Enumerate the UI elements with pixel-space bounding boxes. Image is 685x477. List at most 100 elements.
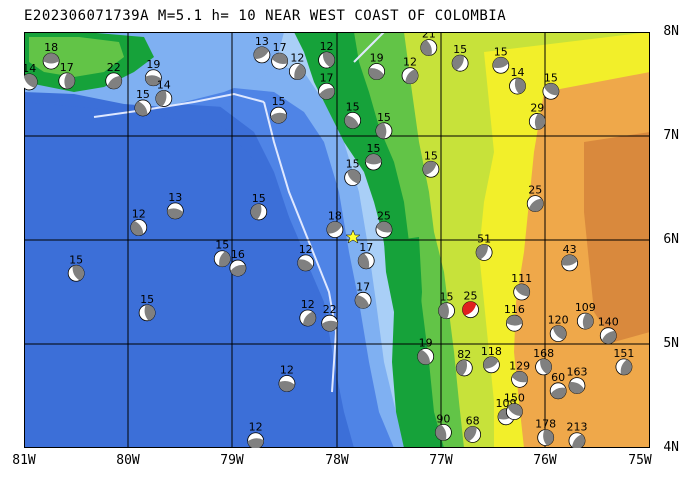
beachball-compression [620,359,632,375]
depth-label: 15 [440,291,454,304]
depth-label: 15 [377,111,391,124]
beachball-compression [420,40,432,56]
depth-label: 15 [252,192,266,205]
lon-label: 80W [116,453,140,468]
beachball-compression [464,426,477,442]
beachball: 150 [504,392,525,421]
beachball-compression [24,73,38,88]
beachball: 111 [511,272,532,301]
beachball-compression [376,221,392,233]
depth-label: 15 [215,239,229,252]
lon-label: 81W [12,453,36,468]
beachball-compression [544,83,559,96]
beachball-compression [375,122,387,139]
beachball: 12 [288,52,306,80]
beachball: 15 [344,158,362,187]
beachball-compression [552,325,567,340]
beachball-compression [253,46,269,60]
depth-label: 111 [511,272,532,285]
ridge-line [353,32,385,63]
beachball: 15 [67,253,85,282]
beachball: 15 [250,192,268,221]
beachball: 25 [462,290,479,319]
depth-label: 15 [69,253,83,266]
beachball: 118 [481,345,502,374]
depth-label: 29 [530,101,544,114]
beachball-compression [358,253,370,269]
lon-label: 78W [325,453,349,468]
beachball: 15 [422,149,440,178]
depth-label: 15 [346,100,360,113]
depth-label: 43 [563,243,577,256]
beachball-compression [294,64,306,80]
beachball-compression [568,382,585,394]
beachball: 168 [533,347,554,376]
depth-label: 15 [140,293,154,306]
land-colombia-brown [584,132,650,342]
depth-label: 90 [436,412,450,425]
beachball-compression [438,302,449,319]
depth-label: 116 [504,303,525,316]
beachball-compression [250,203,262,220]
beachball-compression [219,251,231,267]
page-title: E202306071739A M=5.1 h= 10 NEAR WEST COA… [24,8,507,24]
beachball-compression [145,75,162,86]
depth-label: 17 [320,71,334,84]
depth-label: 163 [566,366,587,379]
beachball-compression [278,380,295,392]
beachball: 25 [526,184,544,213]
beachball: 25 [375,210,393,239]
depth-label: 18 [44,41,58,54]
beachball: 82 [455,348,473,377]
epicenter-star [345,229,361,244]
depth-label: 14 [510,66,524,79]
depth-label: 13 [168,191,182,204]
depth-label: 17 [356,280,370,293]
depth-label: 213 [566,421,587,434]
lat-label: 7N [663,128,679,143]
beachball-compression [297,259,313,271]
depth-label: 17 [273,41,287,54]
depth-label: 140 [598,316,619,329]
depth-label: 19 [419,336,433,349]
beachball-compression [247,438,264,448]
beachball-compression [561,254,578,266]
beachball: 14 [24,62,38,91]
beachball-compression [365,154,382,165]
beachball-compression [534,113,546,130]
beachball: 163 [566,366,587,395]
lat-label: 6N [663,232,679,247]
depth-label: 15 [136,88,150,101]
beachball-compression [582,313,594,330]
beachball: 109 [575,301,596,330]
beachball-compression [43,53,60,64]
depth-label: 15 [346,158,360,171]
beachball: 17 [357,241,375,270]
lon-label: 77W [429,453,453,468]
beachball-compression [417,349,431,365]
beachball-compression [64,72,75,89]
depth-label: 14 [157,79,171,92]
lon-label: 76W [533,453,557,468]
lon-label: 79W [220,453,244,468]
depth-label: 15 [424,149,438,162]
beachball: 15 [213,239,231,268]
beachball: 15 [438,291,455,320]
beachball: 16 [229,248,247,277]
land-lowland-strip [384,237,429,448]
beachball: 14 [155,79,173,107]
beachball: 13 [166,191,184,220]
depth-label: 12 [249,421,263,434]
beachball-compression [155,90,167,107]
beachball: 12 [130,208,148,236]
beachball: 129 [509,359,530,388]
depth-label: 109 [575,301,596,314]
depth-label: 12 [301,298,315,311]
beachball: 18 [42,41,60,70]
beachball: 12 [278,364,296,392]
beachball-compression [476,244,489,260]
beachball: 15 [344,100,362,129]
depth-label: 15 [494,45,508,58]
depth-label: 151 [613,347,634,360]
beachball-compression [134,101,148,116]
